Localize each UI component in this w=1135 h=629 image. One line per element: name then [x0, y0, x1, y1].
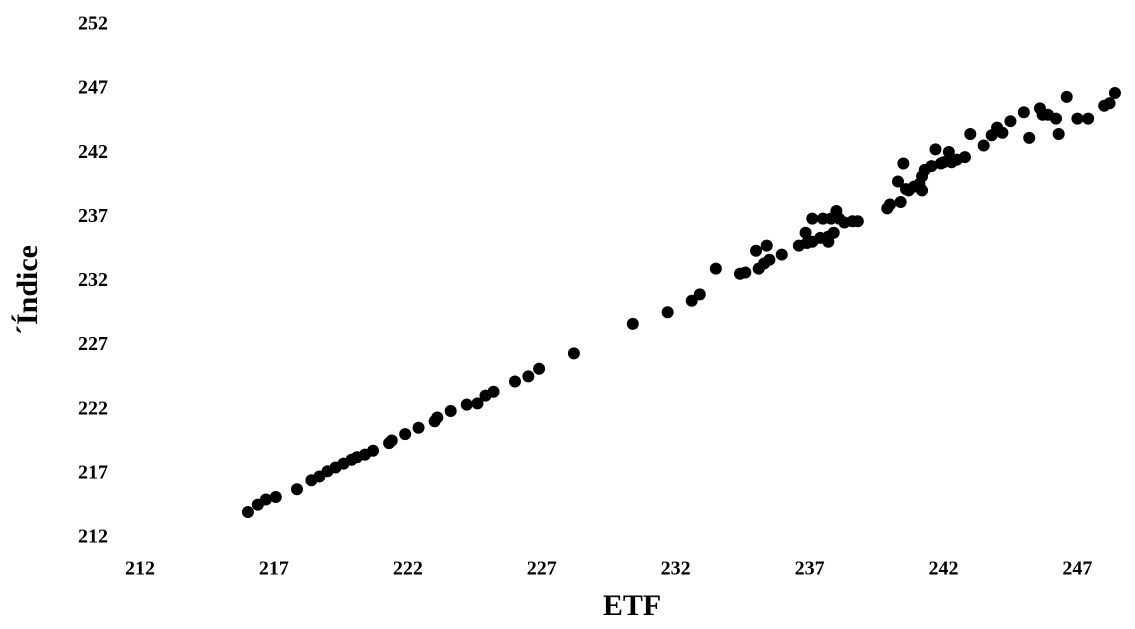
point	[925, 160, 938, 173]
y-tick-label: 237	[78, 205, 108, 227]
point	[799, 226, 812, 239]
point	[471, 397, 484, 410]
point	[533, 362, 546, 375]
point	[977, 139, 990, 152]
point	[763, 253, 776, 266]
point	[259, 493, 272, 506]
point	[567, 347, 580, 360]
point	[522, 370, 535, 383]
y-tick-label: 252	[78, 13, 108, 35]
point	[709, 262, 722, 275]
point	[1108, 86, 1121, 99]
x-tick-label: 227	[527, 558, 557, 580]
y-axis-title: ´Índice	[11, 245, 44, 335]
y-tick-label: 222	[78, 397, 108, 419]
point	[399, 428, 412, 441]
point	[385, 434, 398, 447]
point	[290, 483, 303, 496]
point	[806, 212, 819, 225]
point	[883, 198, 896, 211]
x-tick-label: 232	[661, 558, 691, 580]
point	[269, 490, 282, 503]
x-axis-title: ETF	[603, 589, 661, 622]
point	[996, 126, 1009, 139]
point	[897, 157, 910, 170]
point	[958, 151, 971, 164]
point	[750, 244, 763, 257]
point	[929, 143, 942, 156]
point	[1004, 115, 1017, 128]
point	[487, 385, 500, 398]
point	[827, 226, 840, 239]
point	[693, 288, 706, 301]
point	[916, 184, 929, 197]
y-tick-label: 227	[78, 333, 108, 355]
x-tick-label: 237	[795, 558, 825, 580]
point	[894, 195, 907, 208]
x-tick-label: 212	[125, 558, 155, 580]
point	[891, 175, 904, 188]
point	[241, 505, 254, 518]
point	[460, 398, 473, 411]
point	[775, 248, 788, 261]
point	[1017, 106, 1030, 119]
point	[367, 444, 380, 457]
point	[964, 128, 977, 141]
point	[1082, 112, 1095, 125]
y-tick-label: 242	[78, 141, 108, 163]
x-tick-label: 242	[929, 558, 959, 580]
point	[1052, 128, 1065, 141]
point	[431, 411, 444, 424]
point	[412, 421, 425, 434]
x-tick-label: 222	[393, 558, 423, 580]
point	[508, 375, 521, 388]
point	[739, 266, 752, 279]
point	[661, 306, 674, 319]
x-tick-label: 247	[1062, 558, 1092, 580]
y-tick-label: 232	[78, 269, 108, 291]
point	[1023, 131, 1036, 144]
point	[444, 405, 457, 418]
point	[1060, 90, 1073, 103]
point	[1050, 112, 1063, 125]
point	[626, 317, 639, 330]
y-tick-label: 212	[78, 526, 108, 548]
point	[760, 239, 773, 252]
point	[851, 215, 864, 228]
point	[1103, 97, 1116, 110]
x-tick-label: 217	[259, 558, 289, 580]
point	[685, 294, 698, 307]
y-tick-label: 247	[78, 77, 108, 99]
point	[942, 145, 955, 158]
point	[1071, 112, 1084, 125]
point	[822, 235, 835, 248]
y-tick-label: 217	[78, 461, 108, 483]
